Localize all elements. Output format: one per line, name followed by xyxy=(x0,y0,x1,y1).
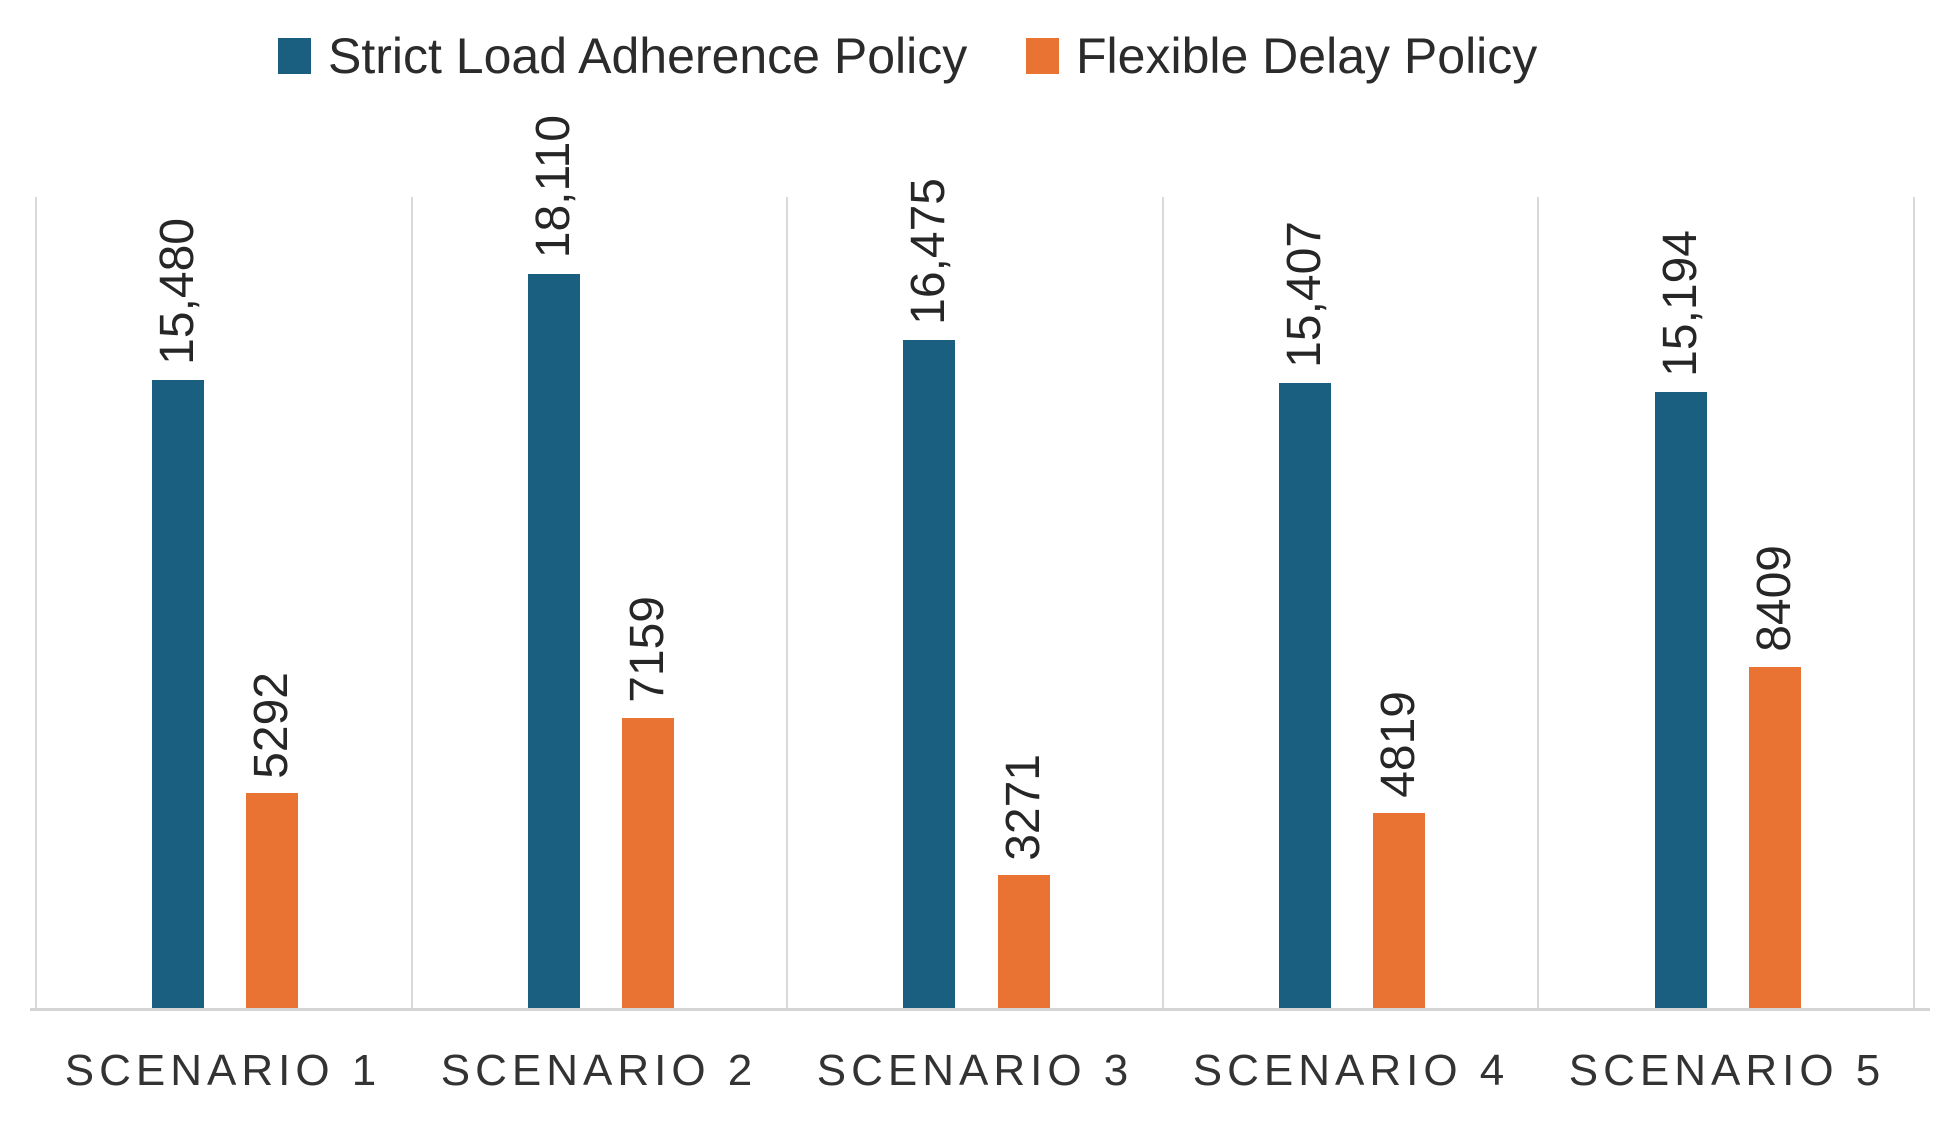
category-label-scenario-3: SCENARIO 3 xyxy=(816,1046,1134,1095)
legend-item-flexible-delay[interactable]: Flexible Delay Policy xyxy=(1026,26,1537,86)
category-axis: SCENARIO 1 SCENARIO 2 SCENARIO 3 SCENARI… xyxy=(35,1046,1915,1096)
panel-scenario-4: 15,407 4819 xyxy=(1161,197,1538,1008)
legend-item-strict-load-adherence[interactable]: Strict Load Adherence Policy xyxy=(278,26,967,86)
bar-value-label: 7159 xyxy=(620,595,674,703)
bar-value-label: 3271 xyxy=(996,753,1050,861)
category-label-scenario-2: SCENARIO 2 xyxy=(440,1046,758,1095)
x-axis-line xyxy=(30,1008,1930,1011)
bar-flexible-scenario-5[interactable] xyxy=(1748,667,1801,1008)
panel-scenario-1: 15,480 5292 xyxy=(35,197,411,1008)
category-label-scenario-5: SCENARIO 5 xyxy=(1568,1046,1886,1095)
bar-value-label: 4819 xyxy=(1372,690,1426,798)
bar-value-label: 15,194 xyxy=(1653,230,1707,377)
bar-value-label: 18,110 xyxy=(526,115,580,259)
bar-strict-scenario-5[interactable] xyxy=(1654,391,1707,1008)
panel-scenario-5: 15,194 8409 xyxy=(1537,197,1915,1008)
legend-swatch-strict-icon xyxy=(278,38,311,74)
bar-strict-scenario-4[interactable] xyxy=(1278,383,1331,1008)
bar-value-label: 16,475 xyxy=(902,178,956,325)
plot-area: 15,480 5292 18,110 7159 16,475 3271 15,4… xyxy=(35,115,1915,1008)
bar-flexible-scenario-3[interactable] xyxy=(997,875,1050,1008)
bar-strict-scenario-1[interactable] xyxy=(152,380,205,1008)
category-label-scenario-1: SCENARIO 1 xyxy=(64,1046,382,1095)
category-label-scenario-4: SCENARIO 4 xyxy=(1192,1046,1510,1095)
bar-flexible-scenario-4[interactable] xyxy=(1373,812,1426,1008)
bar-value-label: 5292 xyxy=(245,671,299,779)
bar-flexible-scenario-2[interactable] xyxy=(621,717,674,1008)
legend-label-strict: Strict Load Adherence Policy xyxy=(328,28,968,84)
panel-scenario-3: 16,475 3271 xyxy=(786,178,1162,1008)
legend-swatch-flexible-icon xyxy=(1026,38,1059,74)
bar-value-label: 8409 xyxy=(1747,545,1801,653)
panel-scenario-2: 18,110 7159 xyxy=(410,115,787,1008)
bar-value-label: 15,407 xyxy=(1277,221,1331,369)
bar-strict-scenario-2[interactable] xyxy=(527,273,580,1008)
bar-strict-scenario-3[interactable] xyxy=(903,339,956,1008)
bar-flexible-scenario-1[interactable] xyxy=(246,793,299,1008)
legend-label-flexible: Flexible Delay Policy xyxy=(1076,28,1538,84)
bar-value-label: 15,480 xyxy=(151,218,205,366)
